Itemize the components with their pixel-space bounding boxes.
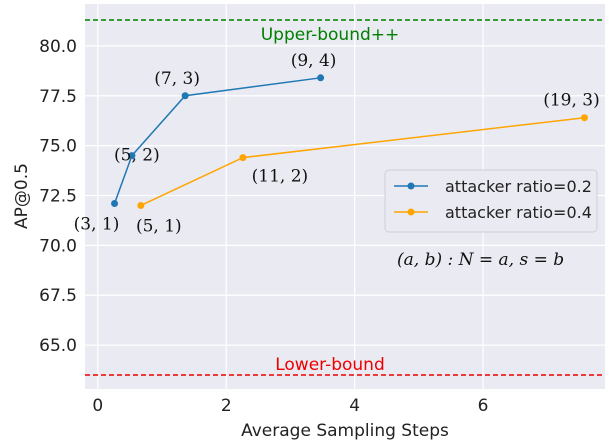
y-tick-label: 67.5	[39, 286, 77, 306]
legend-marker-0	[407, 182, 415, 190]
data-point-label: (3, 1)	[74, 214, 120, 234]
y-tick-label: 80.0	[39, 37, 77, 57]
data-point	[239, 154, 247, 162]
x-tick-label: 6	[478, 396, 489, 416]
x-tick-label: 0	[92, 396, 103, 416]
y-tick-label: 77.5	[39, 87, 77, 107]
reference-line-label: Lower-bound	[275, 355, 385, 375]
data-point-label: (7, 3)	[154, 69, 200, 89]
data-point	[181, 92, 189, 100]
series-group: (5, 1) (11, 2) (19, 3)	[136, 91, 600, 237]
data-point-label: (11, 2)	[252, 167, 309, 187]
legend-label-0: attacker ratio=0.2	[445, 177, 592, 196]
ticks: 0 2 4 6 65.0 67.5 70.0 72.5 75.0 77.5 80.0	[39, 37, 488, 416]
data-point-label: (5, 2)	[114, 146, 160, 166]
y-tick-label: 70.0	[39, 236, 77, 256]
legend: attacker ratio=0.2 attacker ratio=0.4	[384, 169, 598, 233]
x-axis-title: Average Sampling Steps	[241, 421, 449, 441]
data-point	[111, 199, 119, 207]
x-tick-label: 2	[221, 396, 232, 416]
data-point	[128, 152, 136, 160]
y-tick-label: 75.0	[39, 137, 77, 157]
grid	[85, 4, 605, 389]
data-point	[580, 114, 588, 122]
series: (3, 1) (5, 2) (7, 3) (9, 4) (5, 1) (11, 2) (19…	[74, 51, 600, 237]
formula-annotation: (a, b) : N = a, s = b	[397, 250, 564, 270]
legend-marker-1	[407, 208, 415, 216]
reference-line-label: Upper-bound++	[261, 25, 400, 45]
data-point-label: (5, 1)	[136, 216, 182, 236]
y-axis-title: AP@0.5	[12, 163, 32, 229]
y-tick-label: 72.5	[39, 187, 77, 207]
y-tick-label: 65.0	[39, 336, 77, 356]
data-point-label: (9, 4)	[291, 51, 337, 71]
legend-label-1: attacker ratio=0.4	[445, 203, 592, 222]
data-point-label: (19, 3)	[543, 91, 600, 111]
x-tick-label: 4	[349, 396, 360, 416]
series-line	[113, 77, 321, 204]
data-point	[317, 74, 325, 82]
series-group: (3, 1) (5, 2) (7, 3) (9, 4)	[74, 51, 337, 235]
data-point	[137, 201, 145, 209]
legend-box	[384, 169, 598, 233]
reference-lines: Upper-bound++ Lower-bound	[85, 19, 605, 376]
